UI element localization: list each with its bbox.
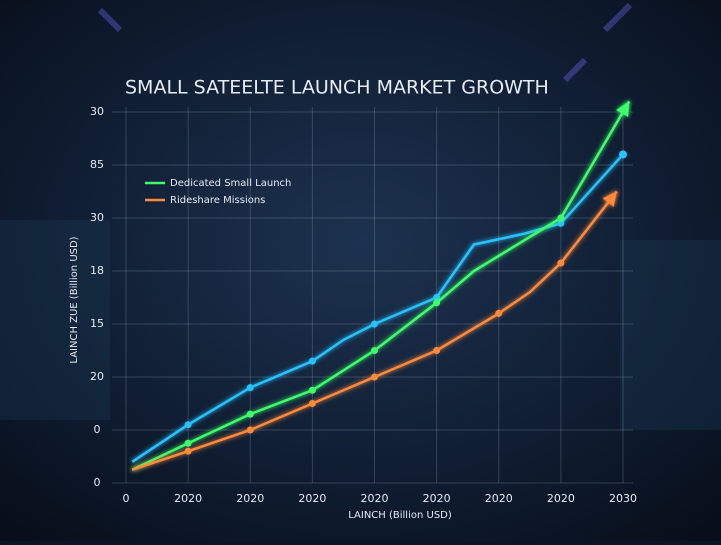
x-tick-label: 2020 <box>236 492 264 505</box>
x-tick-label: 2020 <box>361 492 389 505</box>
x-tick-label: 0 <box>123 492 130 505</box>
data-point <box>557 259 565 267</box>
x-axis-label: LAINCH (Billion USD) <box>348 510 452 521</box>
x-tick-label: 2030 <box>609 492 637 505</box>
y-tick-label: 30 <box>90 105 104 118</box>
data-point <box>433 299 441 307</box>
x-tick-label: 2020 <box>423 492 451 505</box>
y-tick-label: 0 <box>94 476 101 489</box>
x-tick-label: 2020 <box>547 492 575 505</box>
legend-label: Dedicated Small Launch <box>170 178 291 189</box>
data-point <box>433 347 441 354</box>
data-point <box>246 410 254 418</box>
y-tick-label: 0 <box>94 423 101 436</box>
chart-title: SMALL SATEELTE LAUNCH MARKET GROWTH <box>125 77 549 99</box>
x-tick-label: 2020 <box>485 492 513 505</box>
y-tick-label: 18 <box>90 264 104 277</box>
decor <box>0 2 721 430</box>
data-point <box>184 421 192 429</box>
data-point <box>184 447 192 455</box>
data-point <box>495 309 503 317</box>
x-tick-label: 2020 <box>174 492 202 505</box>
data-point <box>619 150 627 159</box>
data-point <box>184 439 192 447</box>
legend-label: Rideshare Missions <box>170 195 265 206</box>
y-tick-label: 30 <box>90 211 104 224</box>
data-point <box>246 384 254 392</box>
y-axis-label: LAINCH ZUE (Billion USD) <box>69 236 80 363</box>
arrow-head <box>602 191 617 207</box>
y-tick-label: 15 <box>90 317 104 330</box>
data-point <box>308 357 316 365</box>
data-point <box>433 294 441 301</box>
data-point <box>557 214 565 222</box>
arrow-head <box>616 101 630 118</box>
y-tick-label: 85 <box>90 158 104 171</box>
x-tick-label: 2020 <box>298 492 326 505</box>
data-point <box>371 320 378 328</box>
data-point <box>371 347 378 354</box>
data-point <box>557 219 565 227</box>
data-point <box>371 373 378 381</box>
data-point <box>308 400 316 407</box>
data-point <box>246 426 254 434</box>
series-line <box>131 190 618 471</box>
data-point <box>308 386 316 394</box>
y-tick-label: 20 <box>90 370 104 383</box>
